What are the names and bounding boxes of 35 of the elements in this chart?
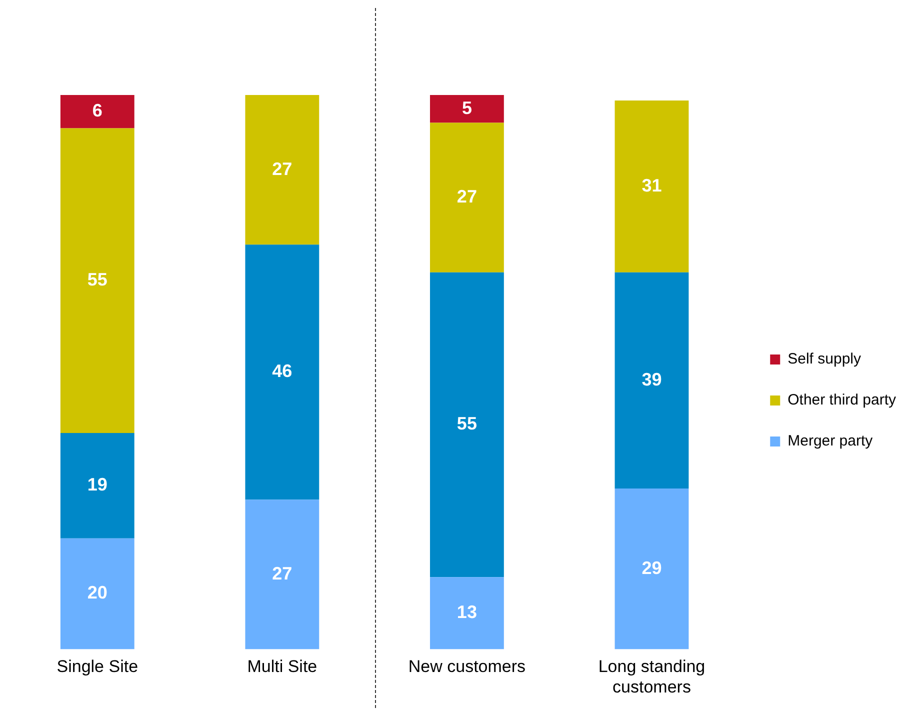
bar (430, 577, 504, 650)
data-label: 27 (456, 186, 477, 206)
x-tick-label: Single Site (56, 657, 138, 676)
data-label: 20 (87, 582, 108, 603)
legend-label: Self supply (788, 350, 862, 368)
data-label: 46 (272, 361, 292, 382)
bar (60, 433, 134, 538)
bar (60, 538, 134, 650)
legend-label: Other third party (788, 392, 896, 409)
data-label: 31 (642, 175, 662, 196)
data-label: 27 (272, 563, 292, 584)
x-tick-label: Multi Site (247, 657, 318, 676)
data-label: 27 (272, 158, 292, 179)
data-label: 39 (642, 369, 662, 390)
data-label: 55 (87, 270, 108, 290)
bar (245, 500, 320, 650)
x-tick-label: New customers (408, 657, 526, 676)
bar (614, 272, 689, 488)
bar (60, 95, 134, 128)
bar (614, 100, 689, 272)
legend-label: Merger party (788, 432, 874, 450)
bar (60, 128, 134, 434)
data-label: 13 (456, 602, 477, 622)
data-label: 19 (87, 474, 108, 495)
bar (430, 122, 504, 272)
bar (614, 488, 689, 650)
data-label: 5 (462, 98, 472, 118)
data-label: 29 (642, 558, 662, 578)
bar (430, 272, 504, 578)
x-tick-label: Long standing customers (598, 657, 706, 696)
data-label: 55 (456, 414, 477, 434)
data-label: 6 (92, 100, 102, 121)
bar (245, 244, 320, 500)
bar (430, 95, 504, 123)
bar (245, 95, 320, 245)
